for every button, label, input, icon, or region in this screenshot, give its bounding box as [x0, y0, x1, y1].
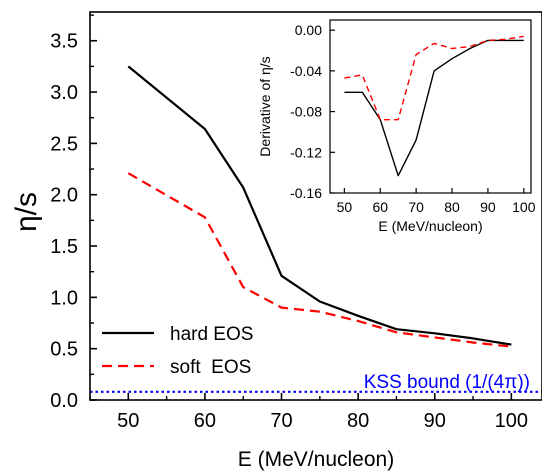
inset-chart: 50 60 70 80 90 100 0.00 -0.04 -0.08 -0.12 -0.16 E … — [257, 19, 536, 234]
y-tick-label: 1.0 — [50, 287, 78, 309]
y-tick-label: 2.5 — [50, 133, 78, 155]
inset-x-tick-label: 90 — [480, 199, 496, 215]
inset-series-line-soft-eos — [344, 35, 524, 121]
inset-y-tick-label: -0.16 — [290, 185, 322, 201]
y-tick-label: 2.0 — [50, 185, 78, 207]
main-y-axis-label: η/s — [10, 192, 43, 232]
legend-label-soft-eos: soft EOS — [170, 357, 251, 378]
inset-y-axis-label: Derivative of η/s — [257, 56, 273, 156]
y-tick-label: 3.0 — [50, 82, 78, 104]
inset-x-tick-label: 70 — [408, 199, 424, 215]
inset-x-tick-label: 50 — [337, 199, 353, 215]
series-line-soft-eos — [127, 172, 512, 348]
x-tick-label: 100 — [495, 410, 528, 432]
x-tick-label: 60 — [194, 410, 216, 432]
inset-y-tick-label: -0.08 — [290, 104, 322, 120]
inset-y-tick-label: 0.00 — [295, 22, 322, 38]
x-tick-label: 50 — [117, 410, 139, 432]
main-axis-ticks: 50 60 70 80 90 100 0.0 0.5 1.0 1.5 2.0 2.5 3.0 3.5 — [50, 14, 528, 432]
y-tick-label: 3.5 — [50, 31, 78, 53]
y-tick-label: 0.5 — [50, 339, 78, 361]
main-legend: hard EOS soft EOS — [102, 324, 253, 378]
legend-label-hard-eos: hard EOS — [170, 324, 253, 345]
y-tick-label: 0.0 — [50, 390, 78, 412]
main-x-axis-label: E (MeV/nucleon) — [238, 448, 394, 471]
inset-x-tick-label: 100 — [512, 199, 536, 215]
inset-background — [330, 20, 531, 193]
x-tick-label: 80 — [347, 410, 369, 432]
main-series-layer — [90, 65, 542, 393]
inset-series-layer — [330, 20, 531, 193]
inset-y-tick-label: -0.04 — [290, 63, 322, 79]
inset-x-axis-label: E (MeV/nucleon) — [378, 218, 482, 234]
inset-x-tick-label: 80 — [444, 199, 460, 215]
main-chart: 50 60 70 80 90 100 0.0 0.5 1.0 1.5 2.0 2.5 3.0 3.5 E … — [10, 11, 542, 471]
kss-bound-label: KSS bound (1/(4π)) — [364, 372, 530, 393]
inset-axis-ticks: 50 60 70 80 90 100 0.00 -0.04 -0.08 -0.12 -0.16 — [290, 22, 536, 215]
main-plot-frame — [89, 11, 542, 401]
inset-y-tick-label: -0.12 — [290, 144, 322, 160]
series-line-hard-eos — [127, 65, 512, 346]
y-tick-label: 1.5 — [50, 236, 78, 258]
x-tick-label: 70 — [270, 410, 292, 432]
inset-plot-frame — [329, 19, 532, 194]
x-tick-label: 90 — [424, 410, 446, 432]
inset-x-tick-label: 60 — [372, 199, 388, 215]
